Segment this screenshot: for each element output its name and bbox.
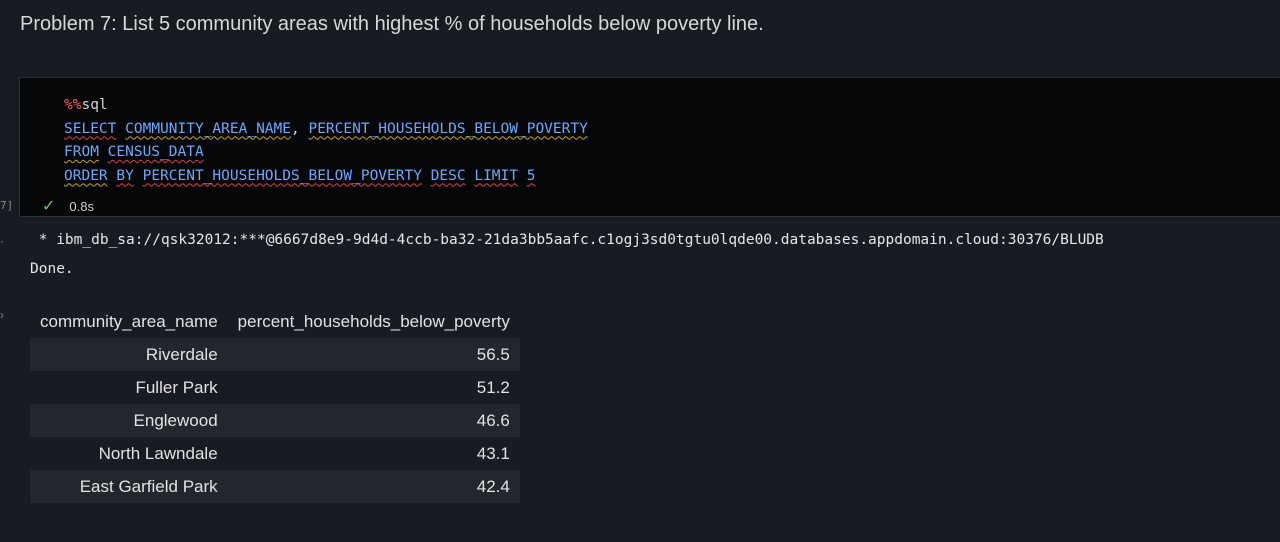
markdown-heading: Problem 7: List 5 community areas with h… xyxy=(20,13,764,35)
execution-status: ✓ 0.8s xyxy=(42,196,94,216)
table-cell-name: North Lawndale xyxy=(30,437,228,470)
sql-keyword-limit: LIMIT xyxy=(474,167,518,184)
table-cell-value: 43.1 xyxy=(227,437,520,470)
connection-string: * ibm_db_sa://qsk32012:***@6667d8e9-9d4d… xyxy=(30,232,1104,248)
execution-count: 7] xyxy=(0,199,14,212)
sql-keyword-by: BY xyxy=(116,167,134,184)
sql-keyword-select: SELECT xyxy=(64,120,117,137)
sql-column-name: COMMUNITY_AREA_NAME xyxy=(125,120,291,137)
done-text: Done. xyxy=(30,261,74,277)
output-marker-dot: · xyxy=(0,234,4,248)
sql-keyword-desc: DESC xyxy=(430,167,466,184)
sql-table-name: CENSUS_DATA xyxy=(107,144,204,160)
sql-limit-value: 5 xyxy=(526,167,536,184)
table-cell-value: 42.4 xyxy=(227,470,520,503)
table-row: Fuller Park 51.2 xyxy=(30,371,520,404)
column-header: percent_households_below_poverty xyxy=(237,311,510,331)
code-cell[interactable]: %%sql SELECT COMMUNITY_AREA_NAME, PERCEN… xyxy=(0,77,1280,217)
table-cell-name: Riverdale xyxy=(30,338,228,371)
sql-keyword-from: FROM xyxy=(64,144,99,160)
check-icon: ✓ xyxy=(42,198,56,215)
column-header: community_area_name xyxy=(40,311,218,331)
sql-separator: , xyxy=(291,120,309,137)
table-cell-value: 56.5 xyxy=(227,338,520,371)
table-cell-value: 51.2 xyxy=(227,371,520,404)
magic-name: sql xyxy=(81,97,108,113)
magic-prefix: %% xyxy=(64,97,82,113)
table-row: East Garfield Park 42.4 xyxy=(30,470,520,503)
table-row: North Lawndale 43.1 xyxy=(30,437,520,470)
result-table: community_area_name percent_households_b… xyxy=(30,305,520,503)
table-row: Englewood 46.6 xyxy=(30,404,520,437)
table-cell-name: East Garfield Park xyxy=(30,470,228,503)
sql-column-percent: PERCENT_HOUSEHOLDS_BELOW_POVERTY xyxy=(308,120,588,137)
sql-keyword-order: ORDER xyxy=(64,167,108,184)
table-row: Riverdale 56.5 xyxy=(30,338,520,371)
table-cell-name: Fuller Park xyxy=(30,371,228,404)
table-cell-name: Englewood xyxy=(30,404,228,437)
output-collapse-chevron-icon[interactable]: › xyxy=(0,308,4,322)
code-editor[interactable]: %%sql SELECT COMMUNITY_AREA_NAME, PERCEN… xyxy=(64,94,588,188)
sql-order-column: PERCENT_HOUSEHOLDS_BELOW_POVERTY xyxy=(142,167,422,184)
table-cell-value: 46.6 xyxy=(227,404,520,437)
table-header-row: community_area_name percent_households_b… xyxy=(30,305,520,338)
execution-duration: 0.8s xyxy=(69,198,94,214)
